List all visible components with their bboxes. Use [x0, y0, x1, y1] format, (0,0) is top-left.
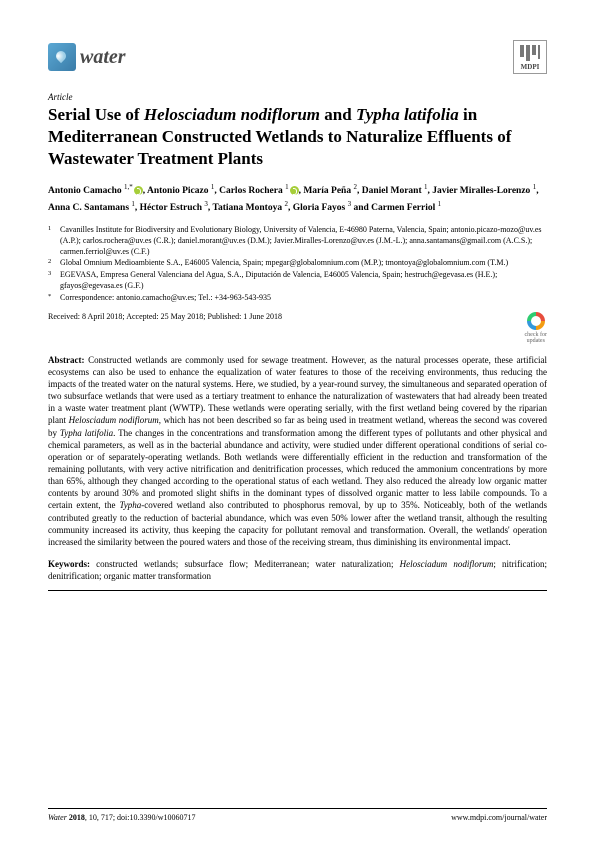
- abstract: Abstract: Constructed wetlands are commo…: [48, 354, 547, 548]
- dates-row: Received: 8 April 2018; Accepted: 25 May…: [48, 312, 547, 344]
- citation: Water 2018, 10, 717; doi:10.3390/w100607…: [48, 813, 196, 822]
- abstract-label: Abstract:: [48, 355, 85, 365]
- check-updates-badge[interactable]: check for updates: [525, 312, 548, 344]
- affiliation-row: 3EGEVASA, Empresa General Valenciana del…: [48, 270, 547, 292]
- mdpi-logo: MDPI: [513, 40, 547, 74]
- keywords: Keywords: constructed wetlands; subsurfa…: [48, 558, 547, 591]
- affiliation-row: 1Cavanilles Institute for Biodiversity a…: [48, 225, 547, 257]
- keywords-label: Keywords:: [48, 559, 90, 569]
- affiliation-row: 2Global Omnium Medioambiente S.A., E4600…: [48, 258, 547, 269]
- article-title: Serial Use of Helosciadum nodiflorum and…: [48, 104, 547, 170]
- journal-name: water: [80, 46, 126, 69]
- journal-logo: water: [48, 43, 126, 71]
- authors: Antonio Camacho 1,*, Antonio Picazo 1, C…: [48, 182, 547, 215]
- affiliations: 1Cavanilles Institute for Biodiversity a…: [48, 225, 547, 304]
- affiliation-row: *Correspondence: antonio.camacho@uv.es; …: [48, 293, 547, 304]
- article-type: Article: [48, 92, 547, 102]
- header: water MDPI: [48, 40, 547, 74]
- page-footer: Water 2018, 10, 717; doi:10.3390/w100607…: [48, 808, 547, 822]
- orcid-icon: [134, 186, 143, 195]
- water-drop-icon: [48, 43, 76, 71]
- publication-dates: Received: 8 April 2018; Accepted: 25 May…: [48, 312, 282, 321]
- crossmark-icon: [527, 312, 545, 330]
- orcid-icon: [290, 186, 299, 195]
- journal-url: www.mdpi.com/journal/water: [451, 813, 547, 822]
- publisher-label: MDPI: [521, 63, 540, 71]
